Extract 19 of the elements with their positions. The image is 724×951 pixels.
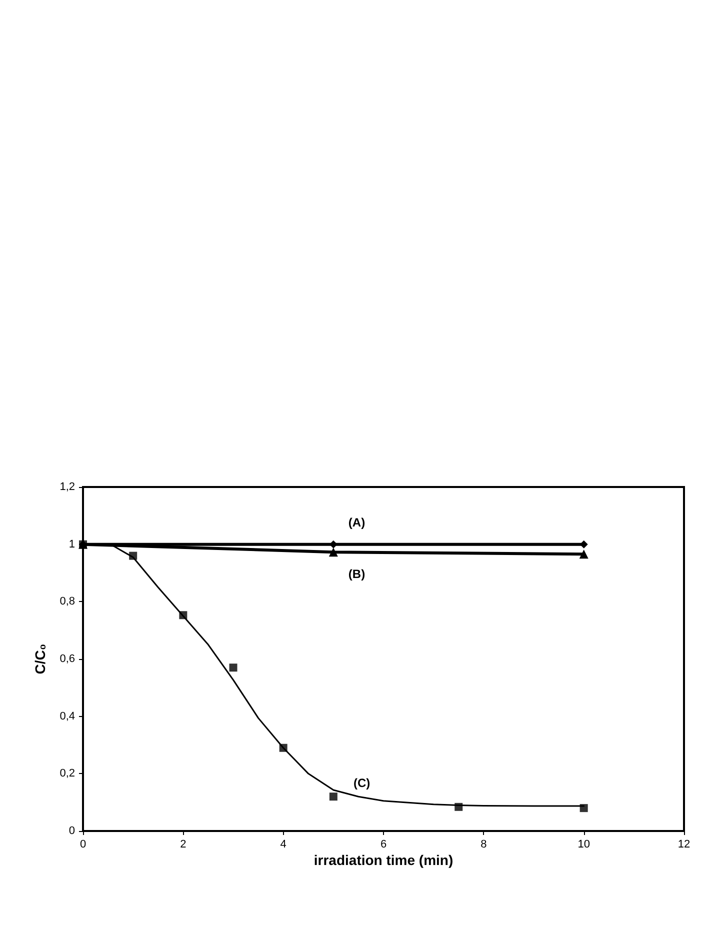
y-tick-label: 0,2 xyxy=(60,768,75,780)
x-tick-label: 6 xyxy=(380,838,387,850)
y-tick-label: 1,2 xyxy=(60,481,75,493)
x-tick-label: 8 xyxy=(480,838,487,850)
y-tick-label: 0,4 xyxy=(60,710,75,722)
x-tick-label: 4 xyxy=(280,838,286,850)
series-label: (C) xyxy=(353,776,370,790)
y-tick-label: 1 xyxy=(68,538,75,550)
y-tick-label: 0,8 xyxy=(60,596,75,608)
x-tick-label: 0 xyxy=(80,838,86,850)
x-tick-label: 12 xyxy=(678,838,690,850)
series-label: (B) xyxy=(348,567,366,582)
y-tick-label: 0 xyxy=(68,825,75,837)
series-label: (A) xyxy=(348,515,366,530)
y-axis-title: C/C₀ xyxy=(32,644,48,674)
x-tick-label: 10 xyxy=(578,838,590,850)
y-tick-label: 0,6 xyxy=(60,653,75,665)
x-tick-label: 2 xyxy=(180,838,186,850)
x-axis-title: irradiation time (min) xyxy=(314,852,454,868)
